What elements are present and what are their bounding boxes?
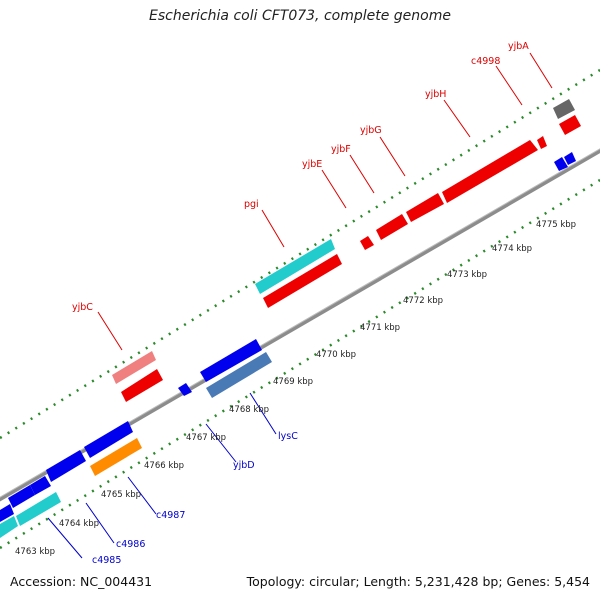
gene-block-yjbG [406, 193, 444, 222]
kbp-label: 4772 kbp [403, 296, 443, 306]
kbp-label: 4766 kbp [144, 461, 184, 471]
gene-label-yjbH: yjbH [425, 89, 446, 100]
gene-block-pgi-cyan [255, 239, 335, 294]
tick-track-inner [0, 178, 600, 550]
gene-block-c4998 [537, 136, 547, 149]
top-gene-labels: yjbC pgi yjbE yjbF yjbG yjbH c4998 yjbA [72, 41, 529, 313]
bottom-strand-genes [0, 152, 576, 538]
gene-label-yjbD: yjbD [233, 460, 255, 471]
kbp-label: 4774 kbp [492, 244, 532, 254]
gene-block-small-blue [178, 383, 192, 396]
gene-block-bottom-1 [0, 504, 14, 522]
gene-block-yjbA-gray [553, 99, 575, 119]
kbp-label: 4764 kbp [59, 519, 99, 529]
gene-block-yjbH [442, 140, 538, 203]
gene-label-c4985: c4985 [92, 555, 121, 566]
gene-block-yjbF [376, 214, 408, 240]
gene-block-yjbE [360, 236, 374, 250]
gene-label-c4987: c4987 [156, 510, 185, 521]
gene-block-bottom-5 [84, 421, 133, 458]
accession-text: Accession: NC_004431 [10, 574, 153, 589]
gene-label-pgi: pgi [244, 199, 259, 210]
gene-block-right-blue-2 [564, 152, 576, 165]
map-title: Escherichia coli CFT073, complete genome [149, 8, 451, 24]
gene-block-yjbA [559, 115, 581, 135]
gene-block-pgi [263, 254, 342, 308]
gene-block-c4986-cyan [16, 492, 61, 526]
kbp-label: 4771 kbp [360, 323, 400, 333]
gene-block-lysC [206, 352, 272, 398]
bottom-gene-labels: c4985 c4986 c4987 yjbD lysC [92, 431, 298, 566]
topology-text: Topology: circular; Length: 5,231,428 bp… [246, 574, 590, 589]
gene-label-yjbC: yjbC [72, 302, 93, 313]
gene-block-bottom-3 [30, 476, 51, 495]
kbp-label: 4773 kbp [447, 270, 487, 280]
gene-block-yjbD [200, 339, 262, 382]
kbp-label: 4775 kbp [536, 220, 576, 230]
kbp-labels: 4763 kbp 4764 kbp 4765 kbp 4766 kbp 4767… [15, 220, 576, 557]
gene-label-yjbE: yjbE [302, 159, 322, 170]
gene-label-lysC: lysC [278, 431, 298, 442]
gene-block-yjbC-2 [121, 369, 163, 402]
gene-block-c4987-orange [90, 438, 142, 476]
label-leaders [47, 52, 553, 559]
gene-label-c4998: c4998 [471, 56, 500, 67]
gene-label-yjbG: yjbG [360, 125, 382, 136]
kbp-label: 4769 kbp [273, 377, 313, 387]
kbp-label: 4765 kbp [101, 490, 141, 500]
tick-track-outer [0, 68, 600, 440]
gene-block-bottom-2 [8, 485, 35, 508]
kbp-label: 4770 kbp [316, 350, 356, 360]
gene-block-c4985-cyan [0, 516, 18, 538]
top-strand-genes [112, 99, 581, 402]
gene-label-c4986: c4986 [116, 539, 145, 550]
gene-block-yjbC [112, 351, 156, 384]
gene-block-bottom-4 [46, 450, 86, 482]
kbp-label: 4767 kbp [186, 433, 226, 443]
kbp-label: 4763 kbp [15, 547, 55, 557]
kbp-label: 4768 kbp [229, 405, 269, 415]
gene-label-yjbA: yjbA [508, 41, 529, 52]
gene-block-right-blue-1 [554, 157, 568, 171]
gene-label-yjbF: yjbF [331, 144, 351, 155]
